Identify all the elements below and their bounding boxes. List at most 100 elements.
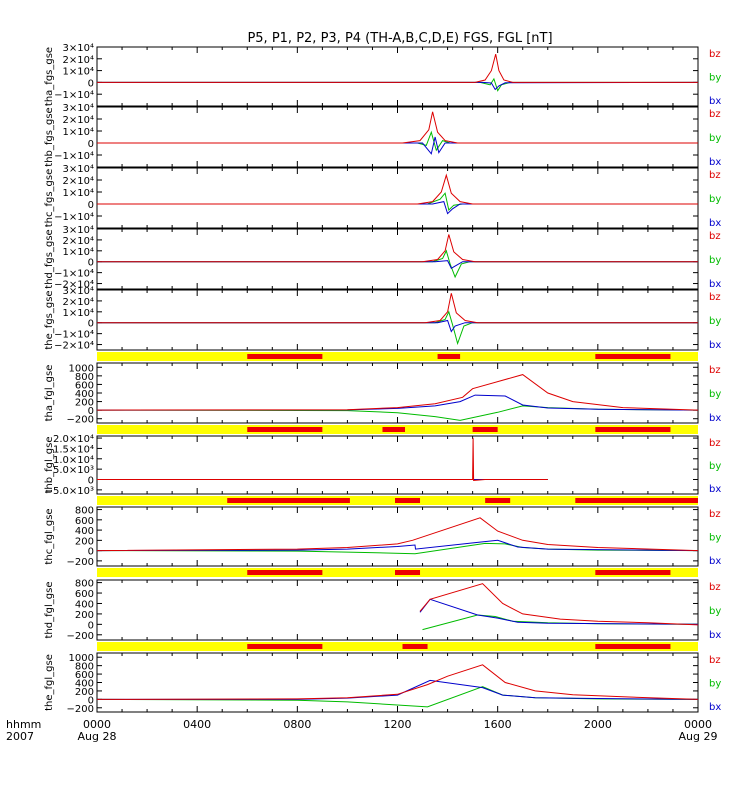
y-tick-label: 400 xyxy=(75,389,94,400)
flag-red-segment xyxy=(247,644,323,649)
y-axis-label: thb_fgl_gse xyxy=(44,437,55,494)
y-tick-label: 200 xyxy=(75,536,94,547)
legend-bx: bx xyxy=(709,413,721,424)
legend-by: by xyxy=(709,255,721,266)
legend-bz: bz xyxy=(709,438,721,449)
y-tick-label: 0 xyxy=(88,139,94,150)
legend-by: by xyxy=(709,133,721,144)
series-bx-thc_fgl_gse xyxy=(97,539,698,552)
flag-red-segment xyxy=(382,427,406,432)
y-tick-label: 200 xyxy=(75,610,94,621)
series-bz-the_fgl_gse xyxy=(97,664,698,700)
legend-by: by xyxy=(709,461,721,472)
y-tick-label: 400 xyxy=(75,679,94,690)
flag-red-segment xyxy=(595,644,671,649)
y-tick-label: 0 xyxy=(88,319,94,330)
legend-by: by xyxy=(709,194,721,205)
flag-bar-6 xyxy=(97,425,698,434)
y-tick-label: 0 xyxy=(88,78,94,89)
flag-bar-base xyxy=(97,642,698,651)
y-tick-label: 3×10⁴ xyxy=(63,103,94,114)
y-tick-label: 800 xyxy=(75,662,94,673)
flag-red-segment xyxy=(247,354,323,359)
y-tick-label: 2×10⁴ xyxy=(63,236,94,247)
legend-bz: bz xyxy=(709,509,721,520)
y-tick-label: 200 xyxy=(75,398,94,409)
panel-thb_fgl_gse: 2.0×10⁴1.5×10⁴1.0×10⁴5.0×10³0−5.0×10³thb… xyxy=(44,434,721,497)
series-by-the_fgs_gse xyxy=(97,310,698,346)
flag-red-segment xyxy=(437,354,461,359)
y-tick-label: 3×10⁴ xyxy=(63,286,94,297)
y-tick-label: 600 xyxy=(75,670,94,681)
series-bz-thb_fgl_gse xyxy=(97,438,548,482)
x-tick-label: 1200 xyxy=(384,718,412,731)
legend-by: by xyxy=(709,679,721,690)
flag-red-segment xyxy=(394,570,421,575)
series-bx-thd_fgs_gse xyxy=(97,260,698,270)
y-axis-label: thd_fgl_gse xyxy=(44,582,55,639)
y-tick-label: 1×10⁴ xyxy=(63,127,94,138)
flag-bar-base xyxy=(97,352,698,361)
legend-bx: bx xyxy=(709,218,721,229)
series-bz-thc_fgl_gse xyxy=(97,517,698,552)
y-tick-label: 1×10⁴ xyxy=(63,188,94,199)
flag-red-segment xyxy=(394,498,421,503)
legend-by: by xyxy=(709,316,721,327)
flag-bar-5 xyxy=(97,352,698,361)
y-tick-label: 2×10⁴ xyxy=(63,176,94,187)
series-by-thb_fgs_gse xyxy=(97,130,698,152)
y-tick-label: 800 xyxy=(75,372,94,383)
x-unit-label: hhmm xyxy=(6,718,41,731)
y-tick-label: 800 xyxy=(75,579,94,590)
y-axis-label: thc_fgs_gse xyxy=(44,169,55,228)
series-bx-thc_fgs_gse xyxy=(97,201,698,215)
flag-red-segment xyxy=(485,498,511,503)
x-tick-label: 0400 xyxy=(183,718,211,731)
y-tick-label: 0 xyxy=(88,547,94,558)
series-bx-tha_fgs_gse xyxy=(97,81,698,91)
legend-bx: bx xyxy=(709,484,721,495)
x-tick-label: 1600 xyxy=(484,718,512,731)
y-tick-label: −1×10⁴ xyxy=(54,151,94,162)
y-tick-label: 0 xyxy=(88,258,94,269)
flag-red-segment xyxy=(575,498,698,503)
legend-bx: bx xyxy=(709,702,721,713)
series-bx-thd_fgl_gse xyxy=(419,598,698,625)
legend-bz: bz xyxy=(709,170,721,181)
legend-bx: bx xyxy=(709,630,721,641)
series-by-the_fgl_gse xyxy=(97,686,698,708)
y-tick-label: −2×10⁴ xyxy=(54,341,94,352)
flag-bar-9 xyxy=(97,642,698,651)
flag-red-segment xyxy=(247,570,323,575)
legend-bz: bz xyxy=(709,292,721,303)
panel-frame xyxy=(96,652,699,713)
y-tick-label: 1000 xyxy=(69,653,94,664)
y-tick-label: −1×10⁴ xyxy=(54,269,94,280)
panel-frame xyxy=(96,362,699,424)
series-bz-thd_fgs_gse xyxy=(97,234,698,263)
y-axis-label: tha_fgl_gse xyxy=(44,365,55,422)
y-tick-label: 3×10⁴ xyxy=(63,225,94,236)
panel-frame xyxy=(96,46,699,107)
y-tick-label: −200 xyxy=(67,557,94,568)
flag-red-segment xyxy=(402,644,428,649)
y-tick-label: 400 xyxy=(75,526,94,537)
y-axis-label: thc_fgl_gse xyxy=(44,508,55,564)
legend-bz: bz xyxy=(709,109,721,120)
y-tick-label: 2.0×10⁴ xyxy=(53,434,94,445)
y-axis-label: thb_fgs_gse xyxy=(44,107,55,166)
x-tick-label: 0000 xyxy=(83,718,111,731)
x-tick-label: 2000 xyxy=(584,718,612,731)
y-axis-label: tha_fgs_gse xyxy=(44,47,55,106)
panel-frame xyxy=(96,289,699,351)
x-tick-date-label: Aug 29 xyxy=(679,730,718,743)
flag-bar-8 xyxy=(97,568,698,577)
y-tick-label: −200 xyxy=(67,704,94,715)
legend-by: by xyxy=(709,533,721,544)
series-by-thc_fgs_gse xyxy=(97,192,698,211)
